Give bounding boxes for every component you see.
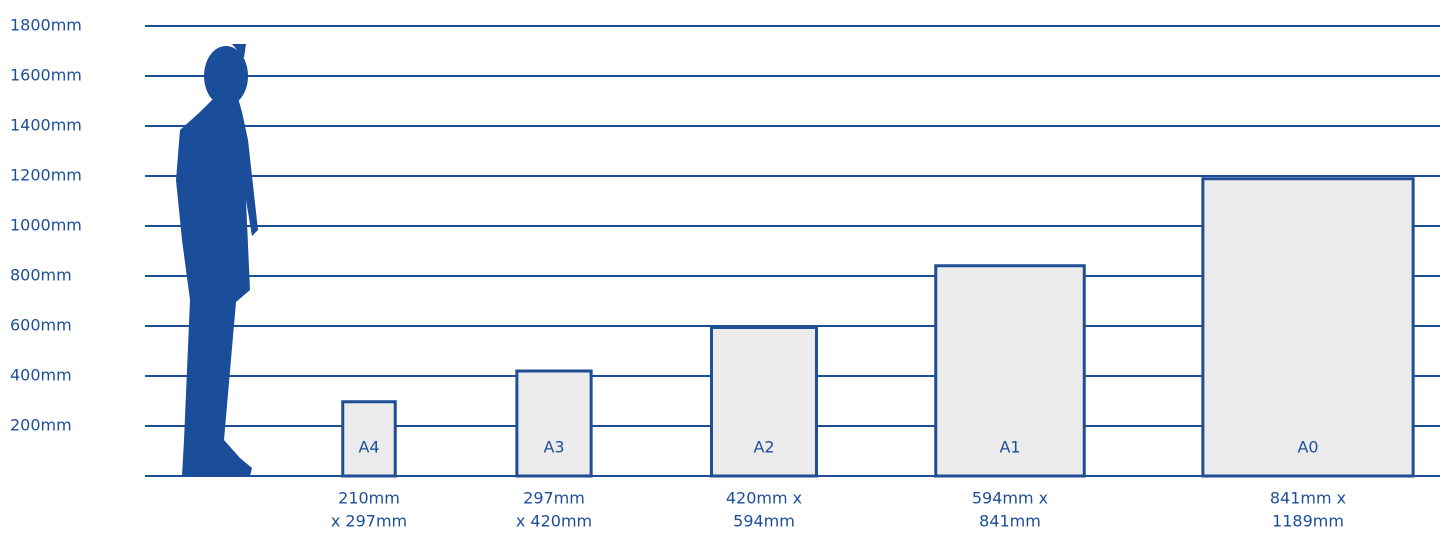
size-label: 1189mm — [1272, 512, 1344, 531]
size-label: 210mm — [338, 489, 400, 508]
sheet-label: A0 — [1297, 438, 1318, 457]
paper-sheet — [934, 264, 1086, 478]
size-label: 420mm x — [726, 489, 802, 508]
y-tick-label: 1800mm — [10, 16, 82, 35]
paper-sheet — [515, 369, 593, 478]
paper-sheet — [341, 400, 397, 478]
size-label: 297mm — [523, 489, 585, 508]
y-tick-label: 1200mm — [10, 166, 82, 185]
size-label: 841mm — [979, 512, 1041, 531]
sheet-label: A3 — [543, 438, 564, 457]
sheet-label: A1 — [999, 438, 1020, 457]
sheet-label: A2 — [753, 438, 774, 457]
sheet-label: A4 — [358, 438, 379, 457]
paper-sheet — [1201, 177, 1415, 478]
y-tick-label: 200mm — [10, 416, 72, 435]
y-tick-label: 600mm — [10, 316, 72, 335]
y-tick-label: 400mm — [10, 366, 72, 385]
y-tick-label: 1400mm — [10, 116, 82, 135]
person-silhouette — [176, 44, 258, 476]
y-tick-label: 800mm — [10, 266, 72, 285]
size-label: 841mm x — [1270, 489, 1346, 508]
paper-sheet — [710, 326, 818, 478]
size-label: x 420mm — [516, 512, 592, 531]
size-label: x 297mm — [331, 512, 407, 531]
y-tick-label: 1600mm — [10, 66, 82, 85]
size-label: 594mm — [733, 512, 795, 531]
y-tick-label: 1000mm — [10, 216, 82, 235]
size-label: 594mm x — [972, 489, 1048, 508]
